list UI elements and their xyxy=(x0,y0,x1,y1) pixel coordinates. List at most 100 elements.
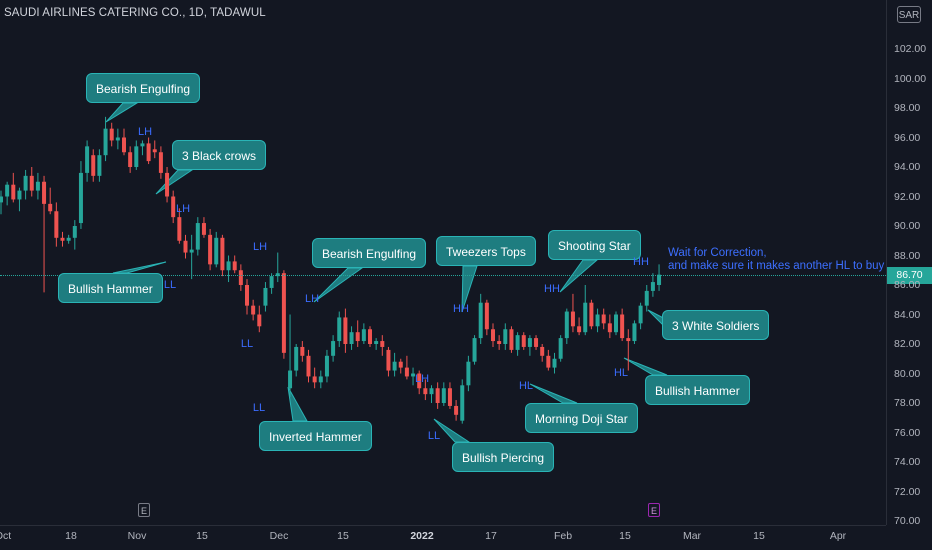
candle[interactable] xyxy=(152,140,157,159)
candle[interactable] xyxy=(263,282,268,312)
candle[interactable] xyxy=(527,335,532,356)
candle[interactable] xyxy=(386,346,391,377)
candle[interactable] xyxy=(146,137,151,165)
candle[interactable] xyxy=(447,382,452,409)
callout-tweezers-tops[interactable]: Tweezers Tops xyxy=(436,236,536,266)
candle[interactable] xyxy=(183,234,188,259)
candle[interactable] xyxy=(632,320,637,344)
callout-bullish-hammer-2[interactable]: Bullish Hammer xyxy=(645,375,750,405)
candle[interactable] xyxy=(226,255,231,283)
candle[interactable] xyxy=(275,252,280,283)
callout-shooting-star[interactable]: Shooting Star xyxy=(548,230,641,260)
candle[interactable] xyxy=(17,187,22,212)
candle[interactable] xyxy=(165,167,170,203)
candle[interactable] xyxy=(472,335,477,365)
candle[interactable] xyxy=(552,352,557,374)
callout-3-white-soldiers[interactable]: 3 White Soldiers xyxy=(662,310,770,340)
candle[interactable] xyxy=(484,299,489,336)
candle[interactable] xyxy=(257,305,262,333)
candle[interactable] xyxy=(564,308,569,344)
candle[interactable] xyxy=(349,326,354,350)
candle[interactable] xyxy=(269,273,274,294)
candle[interactable] xyxy=(478,293,483,344)
candle[interactable] xyxy=(318,370,323,389)
candle[interactable] xyxy=(614,311,618,336)
candle[interactable] xyxy=(42,175,47,293)
callout-inverted-hammer[interactable]: Inverted Hammer xyxy=(259,421,372,451)
candle[interactable] xyxy=(238,264,243,291)
candle[interactable] xyxy=(29,167,34,197)
candle[interactable] xyxy=(0,190,3,215)
candle[interactable] xyxy=(171,190,176,224)
candle[interactable] xyxy=(570,293,575,333)
earnings-event-marker[interactable]: E xyxy=(648,503,660,517)
candle[interactable] xyxy=(411,367,416,386)
candlestick-chart[interactable] xyxy=(0,0,886,525)
candle[interactable] xyxy=(72,220,77,250)
candle[interactable] xyxy=(220,234,225,277)
candle[interactable] xyxy=(577,317,582,336)
candle[interactable] xyxy=(158,146,163,179)
callout-bearish-engulfing-1[interactable]: Bearish Engulfing xyxy=(86,73,201,103)
candle[interactable] xyxy=(583,285,588,336)
candle[interactable] xyxy=(245,279,249,315)
candle[interactable] xyxy=(650,273,655,297)
candle[interactable] xyxy=(460,379,465,424)
candle[interactable] xyxy=(214,231,219,268)
candle[interactable] xyxy=(558,335,563,362)
candle[interactable] xyxy=(521,332,526,350)
candle[interactable] xyxy=(232,255,237,274)
candle[interactable] xyxy=(491,323,495,347)
candle[interactable] xyxy=(122,128,126,156)
candle[interactable] xyxy=(66,234,71,244)
candle[interactable] xyxy=(589,299,594,330)
candle[interactable] xyxy=(638,302,643,330)
earnings-event-marker[interactable]: E xyxy=(138,503,150,517)
candle[interactable] xyxy=(644,285,649,312)
candle[interactable] xyxy=(23,169,28,200)
candle[interactable] xyxy=(398,358,403,374)
candle[interactable] xyxy=(60,231,65,247)
candle[interactable] xyxy=(595,308,600,333)
candle[interactable] xyxy=(546,349,551,371)
candle[interactable] xyxy=(515,332,520,356)
candle[interactable] xyxy=(380,335,385,356)
callout-bullish-hammer-1[interactable]: Bullish Hammer xyxy=(58,273,163,303)
candle[interactable] xyxy=(306,349,311,383)
candle[interactable] xyxy=(177,208,182,244)
candle[interactable] xyxy=(503,323,508,350)
candle[interactable] xyxy=(337,311,342,347)
candle[interactable] xyxy=(324,349,329,383)
candle[interactable] xyxy=(534,335,539,350)
callout-morning-doji-star[interactable]: Morning Doji Star xyxy=(525,403,638,433)
currency-badge[interactable]: SAR xyxy=(897,6,921,23)
candle[interactable] xyxy=(109,122,114,147)
candle[interactable] xyxy=(540,344,545,362)
candle[interactable] xyxy=(423,379,428,401)
candle[interactable] xyxy=(331,335,336,362)
callout-3-black-crows[interactable]: 3 Black crows xyxy=(172,140,267,170)
candle[interactable] xyxy=(466,355,471,392)
candle[interactable] xyxy=(97,149,102,182)
candle[interactable] xyxy=(361,323,366,344)
candle[interactable] xyxy=(103,116,108,162)
candle[interactable] xyxy=(208,228,213,271)
candle[interactable] xyxy=(435,382,440,409)
candle[interactable] xyxy=(115,128,120,150)
candle[interactable] xyxy=(48,187,53,215)
candle[interactable] xyxy=(128,146,133,173)
candle[interactable] xyxy=(35,172,40,200)
candle[interactable] xyxy=(626,329,631,371)
candle[interactable] xyxy=(91,149,96,182)
candle[interactable] xyxy=(355,320,360,347)
candle[interactable] xyxy=(374,338,379,350)
candle[interactable] xyxy=(620,308,625,342)
candle[interactable] xyxy=(404,355,409,380)
candle[interactable] xyxy=(497,335,502,350)
candle[interactable] xyxy=(54,202,59,247)
candle[interactable] xyxy=(189,234,194,280)
symbol-title[interactable]: SAUDI AIRLINES CATERING CO., 1D, TADAWUL xyxy=(4,7,266,19)
candle[interactable] xyxy=(140,140,145,156)
candle[interactable] xyxy=(454,400,459,421)
